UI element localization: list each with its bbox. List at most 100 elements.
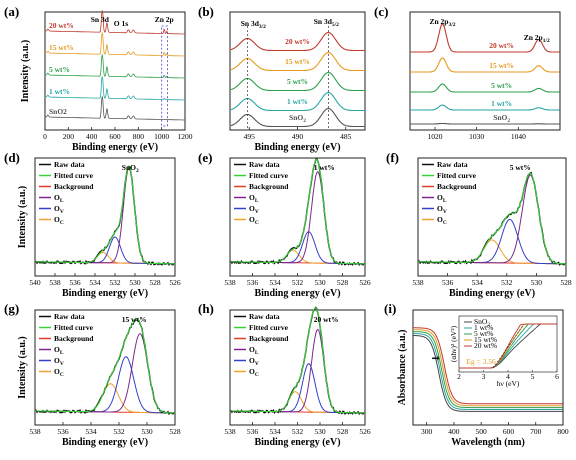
sample-label: SnO2: [122, 163, 139, 174]
x-tick-label: 526: [169, 278, 181, 287]
x-tick-label: 1020: [428, 132, 443, 141]
annotation-zn2p: Zn 2p: [155, 15, 174, 24]
sample-label: 15 wt%: [122, 315, 147, 324]
x-tick-label: 536: [247, 427, 259, 436]
series-label: 15 wt%: [49, 43, 74, 52]
x-tick-label: 534: [472, 278, 484, 287]
x-tick-label: 532: [292, 427, 304, 436]
x-tick-label: 528: [337, 427, 349, 436]
x-tick-label: 532: [501, 278, 513, 287]
series-label: SnO2: [49, 107, 67, 116]
series-label: 15 wt%: [285, 57, 310, 66]
x-tick-label: 534: [269, 278, 281, 287]
x-tick-label: 530: [129, 278, 141, 287]
x-tick-label: 528: [337, 278, 349, 287]
legend-entry: OC: [54, 367, 64, 378]
panel-b: (b) Binding energy (eV)485 490 495 20 wt% 15 …: [198, 4, 366, 153]
absorbance-line: [412, 331, 563, 409]
sample-label: 20 wt%: [314, 315, 339, 324]
y-axis-label: Intensity (a.u.): [17, 186, 28, 249]
legend-entry: Raw data: [54, 312, 85, 321]
inset-legend-entry: 20 wt%: [474, 341, 497, 350]
sn3d-line: [230, 91, 365, 112]
survey-line: [45, 32, 185, 57]
inset-legend-entry: SnO2: [474, 317, 490, 328]
x-tick-label: 600: [503, 427, 515, 436]
sn3d-line: [230, 31, 365, 52]
x-tick-label: 532: [113, 427, 125, 436]
legend-entry: OV: [249, 356, 259, 367]
x-tick-label: 530: [314, 278, 326, 287]
x-tick-label: 538: [49, 278, 61, 287]
x-tick-label: 500: [476, 427, 488, 436]
x-tick-label: 540: [29, 278, 41, 287]
x-tick-label: 1000: [154, 132, 169, 141]
series-label: 1 wt%: [287, 97, 308, 106]
x-tick-label: 536: [57, 427, 69, 436]
annotation-zn2p12: Zn 2p1/2: [524, 33, 550, 44]
x-tick-label: 400: [448, 427, 460, 436]
x-tick-label: 528: [560, 278, 572, 287]
sn3d-line: [230, 71, 365, 92]
fitted-curve-line: [231, 307, 366, 414]
absorbance-line: [413, 329, 563, 407]
legend-entry: Raw data: [54, 160, 85, 169]
legend-entry: OL: [54, 193, 64, 204]
zn2p-line: [410, 104, 560, 111]
x-tick-label: 0: [43, 132, 47, 141]
legend-entry: Raw data: [249, 312, 280, 321]
x-tick-label: 485: [340, 132, 352, 141]
inset-legend-entry: 5 wt%: [474, 329, 493, 338]
x-tick-label: 1030: [469, 132, 484, 141]
tangent-line: [493, 325, 523, 369]
zn2p-line: [410, 23, 560, 53]
plot-frame: [417, 157, 567, 277]
x-axis-label: Binding energy (eV): [62, 288, 148, 299]
panel-label-b: (b): [198, 4, 214, 19]
x-tick-label: 530: [141, 427, 153, 436]
band-gap-annotation: Eg = 3.56: [466, 357, 496, 366]
annotation-sn3d: Sn 3d: [91, 15, 110, 24]
annotation-o1s: O 1s: [114, 19, 128, 28]
series-label: 5 wt%: [49, 65, 70, 74]
x-tick-label: 526: [359, 278, 371, 287]
series-label: 1 wt%: [491, 99, 512, 108]
x-tick-label: 800: [133, 132, 145, 141]
zn2p-line: [410, 57, 560, 73]
series-label: 5 wt%: [287, 77, 308, 86]
fitted-curve-line: [418, 172, 566, 265]
x-tick-label: 200: [63, 132, 75, 141]
panel-label-c: (c): [374, 4, 388, 19]
sn3d-line: [230, 107, 365, 128]
panel-label: (h): [198, 301, 214, 316]
inset-legend-entry: 15 wt%: [474, 335, 497, 344]
panel-e: (e) Binding energy (eV) 538 536 534 532 530 528…: [198, 150, 371, 299]
x-tick-label: 400: [86, 132, 98, 141]
legend-entry: Fitted curve: [54, 323, 94, 332]
inset-tick-label: 4: [506, 372, 510, 381]
x-tick-label: 528: [149, 278, 161, 287]
inset-tick-label: 6: [555, 372, 559, 381]
x-axis-label: Binding energy (eV): [62, 437, 148, 448]
survey-line: [45, 96, 185, 121]
legend-entry: OC: [437, 215, 447, 226]
x-axis-label: Binding energy (eV): [254, 437, 340, 448]
panel-label-a: (a): [4, 4, 19, 19]
series-label: 20 wt%: [49, 21, 74, 30]
x-tick-label: 700: [530, 427, 542, 436]
panel-label: (d): [4, 150, 20, 165]
x-axis-label: Binding energy (eV): [254, 288, 340, 299]
plot-frame: [34, 157, 176, 277]
inset-legend-entry: 1 wt%: [474, 323, 493, 332]
legend-entry: OL: [249, 345, 259, 356]
x-axis-label: Binding energy (eV): [449, 288, 535, 299]
panel-label: (g): [4, 301, 19, 316]
zn2p-highlight-box: [161, 25, 168, 127]
legend-entry: Background: [54, 182, 94, 191]
panel-i: (i) Wavelength (nm) Absorbance (a.u.) 300 40…: [384, 301, 569, 448]
legend-entry: Background: [437, 182, 477, 191]
legend-entry: OV: [54, 356, 64, 367]
x-tick-label: 538: [224, 278, 236, 287]
x-tick-label: 534: [85, 427, 97, 436]
